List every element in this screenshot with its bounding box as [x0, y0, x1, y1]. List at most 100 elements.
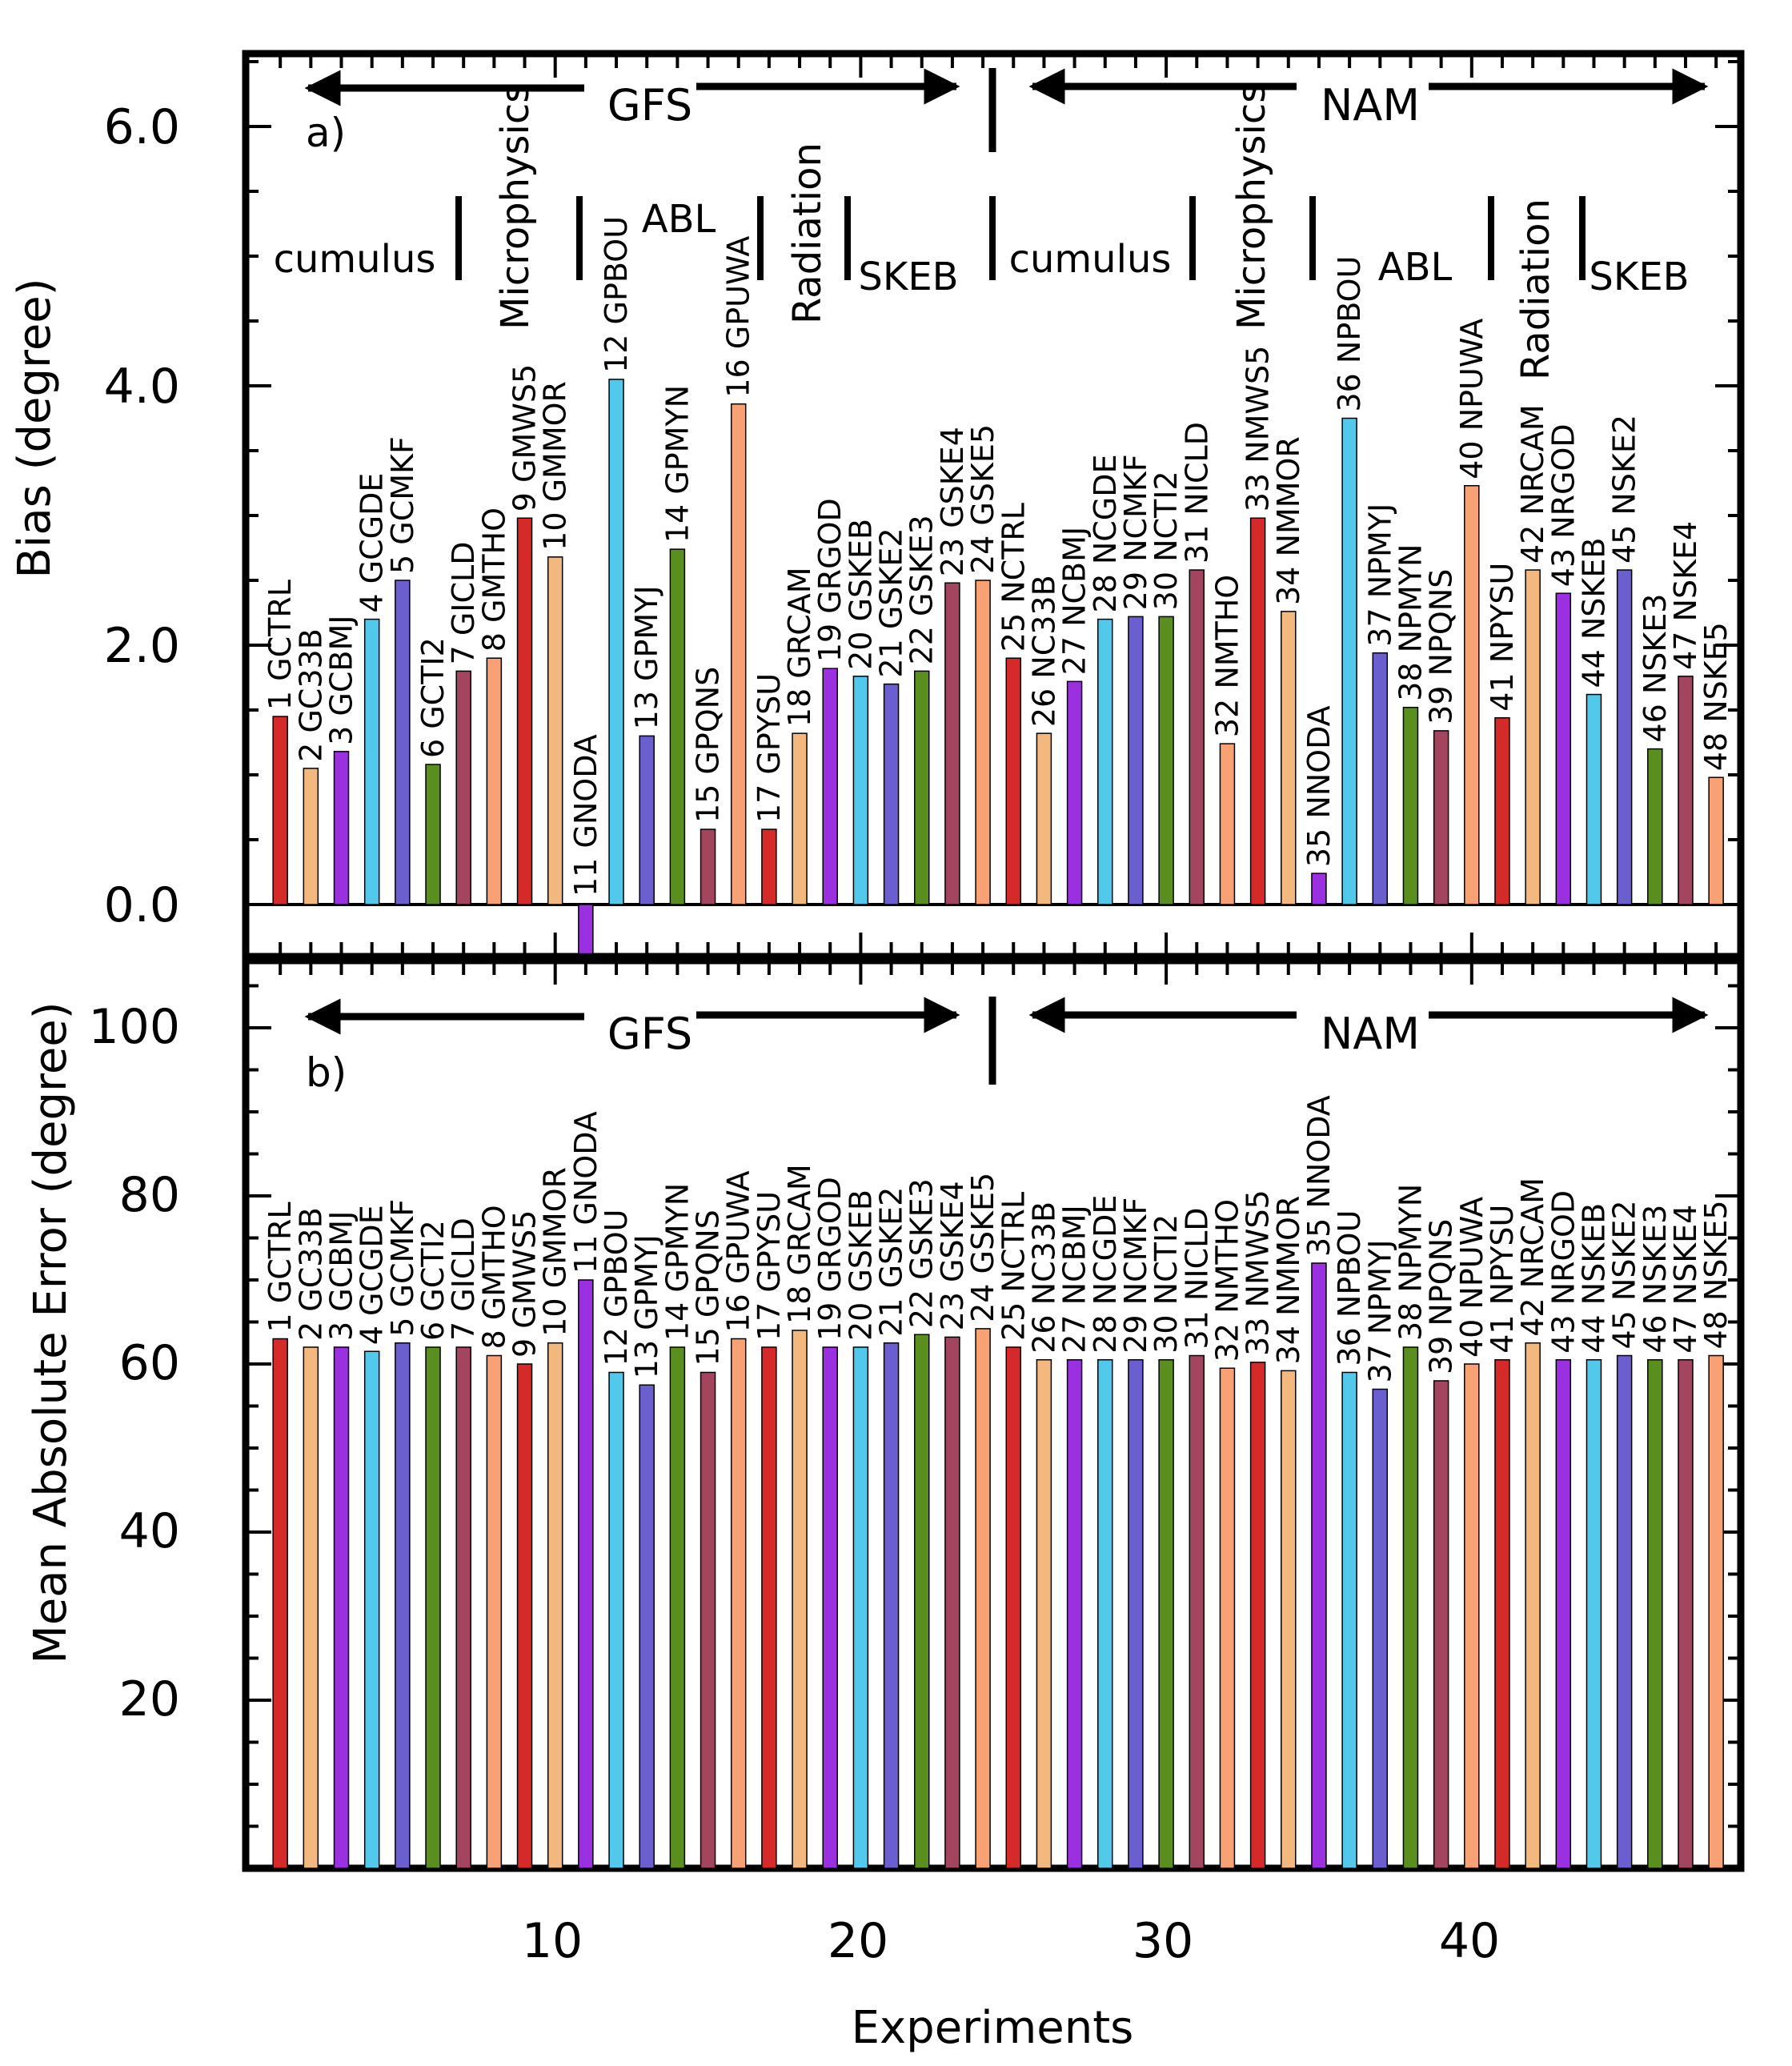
mae-bar [608, 1371, 624, 1869]
bias-bar [1647, 748, 1663, 905]
bias-bar [333, 751, 350, 905]
bias-gfs-label: GFS [607, 80, 692, 130]
mae-bar-label: 32 NMTHO [1209, 1199, 1245, 1362]
bias-bar-label: 3 GCBMJ [324, 616, 359, 745]
mae-bar [1555, 1359, 1572, 1869]
section-radiation-gfs: Radiation [785, 142, 830, 324]
section-radiation-nam: Radiation [1513, 199, 1558, 380]
bias-bar-label: 46 NSKE3 [1638, 594, 1673, 743]
mae-bar-label: 47 NSKE4 [1668, 1205, 1703, 1354]
mae-bar [1311, 1262, 1327, 1869]
mae-y-axis-label: Mean Absolute Error (degree) [25, 1001, 77, 1663]
bias-bar-label: 31 NICLD [1179, 422, 1214, 564]
mae-bar [333, 1346, 350, 1869]
bias-bar-label: 4 GCGDE [355, 473, 390, 613]
section-cumulus-gfs: cumulus [274, 237, 436, 282]
bias-bar [1311, 873, 1327, 905]
mae-bar-label: 9 GMWS5 [507, 1210, 543, 1358]
bias-bar-label: 34 NMMOR [1271, 436, 1306, 605]
mae-bar [1158, 1359, 1174, 1869]
bias-bar-label: 44 NSKEB [1576, 538, 1611, 688]
mae-bar [455, 1346, 471, 1869]
bias-bar-label: 40 NPUWA [1454, 319, 1489, 479]
bias-bar-label: 5 GCMKF [385, 436, 420, 574]
bias-bar-label: 20 GSKEB [843, 519, 878, 670]
bias-bar [1402, 707, 1419, 905]
bias-bar-label: 35 NNODA [1301, 705, 1337, 867]
bias-y-axis-label: Bias (degree) [9, 278, 61, 578]
bias-bar-label: 36 NPBOU [1332, 256, 1367, 412]
xtick-30: 30 [1133, 1913, 1193, 1969]
bias-bar [1036, 732, 1052, 905]
mae-bar [395, 1342, 411, 1869]
mae-bar-label: 33 NMWS5 [1241, 1189, 1276, 1356]
mae-panel-frame [242, 957, 1745, 1872]
mae-bar-label: 23 GSKE4 [935, 1181, 970, 1330]
mae-bar [547, 1342, 563, 1869]
bias-bar [1097, 618, 1113, 905]
mae-bar [1036, 1359, 1052, 1869]
bias-bar-label: 28 NCGDE [1088, 454, 1123, 612]
mae-bar-label: 10 GMMOR [538, 1167, 573, 1337]
mae-bar-label: 20 GSKEB [843, 1189, 878, 1341]
mae-bar [1678, 1359, 1694, 1869]
mae-bar-label: 28 NCGDE [1088, 1195, 1123, 1354]
section-skeb-nam: SKEB [1589, 255, 1689, 299]
bias-bar [1158, 616, 1174, 905]
bias-bar-label: 41 NPYSU [1485, 563, 1520, 712]
bias-bar [303, 768, 319, 905]
mae-ytick-100: 100 [88, 999, 180, 1055]
mae-bar [272, 1338, 288, 1869]
bias-bar [883, 683, 900, 905]
mae-bar [1372, 1388, 1389, 1869]
bias-bar-label: 1 GCTRL [263, 580, 298, 710]
mae-bar-label: 45 NSKE2 [1607, 1200, 1642, 1349]
bias-bar [944, 582, 960, 905]
mae-bar [913, 1334, 930, 1869]
bias-bar-label: 13 GPMYJ [629, 585, 664, 729]
bias-bar-label: 26 NC33B [1026, 575, 1061, 727]
bias-bar [1708, 776, 1724, 905]
mae-bar-label: 15 GPQNS [691, 1210, 726, 1366]
mae-bar [486, 1354, 503, 1869]
xtick-20: 20 [828, 1913, 888, 1969]
mae-bar [822, 1346, 838, 1869]
mae-bar [1433, 1380, 1449, 1869]
mae-bar [1341, 1371, 1357, 1869]
mae-bar-label: 7 GICLD [446, 1218, 481, 1341]
mae-bar-label: 21 GSKE2 [874, 1187, 909, 1337]
mae-bar-label: 38 NPMYN [1393, 1184, 1428, 1341]
mae-bar-label: 31 NICLD [1179, 1207, 1214, 1349]
mae-bar-label: 1 GCTRL [263, 1201, 298, 1332]
bias-bar [1249, 517, 1266, 905]
bias-bar-label: 7 GICLD [446, 542, 481, 665]
bias-bar [913, 670, 930, 905]
bias-bar-label: 19 GRGOD [812, 498, 848, 662]
section-skeb-gfs: SKEB [858, 255, 958, 299]
bias-bar [700, 828, 716, 905]
bias-bar [608, 379, 624, 905]
bias-bar [578, 904, 594, 955]
mae-bar [1097, 1359, 1113, 1869]
section-cumulus-nam: cumulus [1009, 237, 1172, 282]
section-microphysics-gfs: Microphysics [493, 83, 538, 330]
mae-bar-label: 39 NPQNS [1424, 1219, 1459, 1374]
bias-bar-label: 14 GPMYN [659, 385, 695, 543]
bias-bar-label: 32 NMTHO [1209, 575, 1245, 737]
bias-ytick-2: 2.0 [104, 618, 180, 674]
bias-bar-label: 21 GSKE2 [874, 528, 909, 677]
mae-bar-label: 40 NPUWA [1454, 1197, 1489, 1358]
bias-bar [639, 735, 655, 905]
mae-bar-label: 48 NSKE5 [1698, 1200, 1734, 1349]
bias-bar [730, 403, 747, 905]
mae-bar [730, 1338, 747, 1869]
bias-bar [1372, 652, 1389, 905]
mae-bar-label: 4 GCGDE [355, 1205, 390, 1345]
mae-bar-label: 24 GSKE5 [965, 1173, 1000, 1322]
mae-bar-label: 14 GPMYN [659, 1183, 695, 1341]
bias-bar [1678, 676, 1694, 905]
bias-bar-label: 8 GMTHO [476, 507, 511, 652]
bias-bar-label: 47 NSKE4 [1668, 521, 1703, 670]
